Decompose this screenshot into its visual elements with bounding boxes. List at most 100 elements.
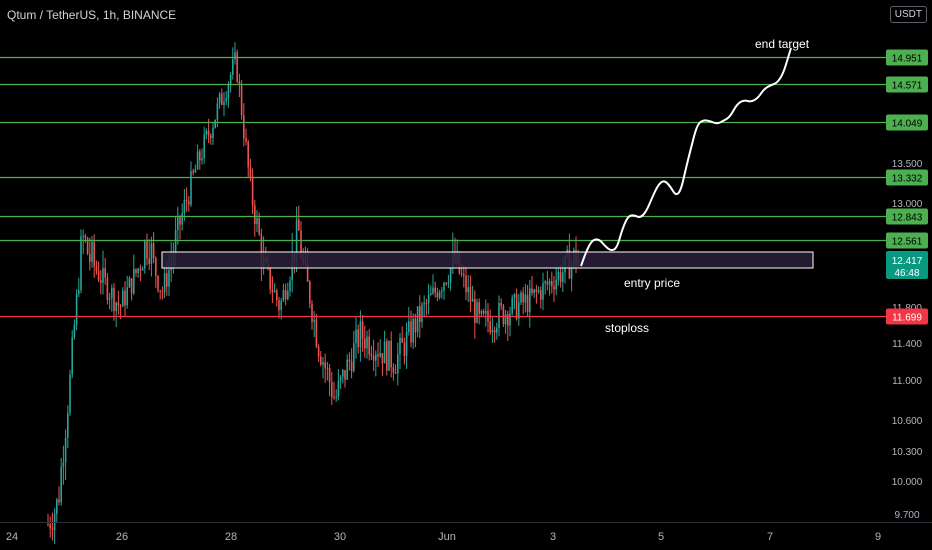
candle-body bbox=[168, 269, 170, 287]
candle-body bbox=[251, 176, 254, 206]
candle-body bbox=[192, 171, 194, 173]
candle-body bbox=[342, 369, 344, 377]
symbol-title: Qtum / TetherUS, 1h, BINANCE bbox=[7, 8, 177, 22]
candle-body bbox=[333, 397, 335, 399]
candle-body bbox=[166, 273, 168, 287]
candle-body bbox=[214, 119, 216, 128]
candle-body bbox=[375, 354, 377, 361]
price-tick-label: 13.000 bbox=[892, 199, 923, 210]
candle-body bbox=[350, 361, 353, 372]
candle-body bbox=[227, 84, 230, 99]
candle-body bbox=[146, 241, 148, 259]
candle-body bbox=[133, 268, 135, 294]
candle-body bbox=[117, 302, 120, 306]
candle-body bbox=[359, 321, 362, 348]
candle-body bbox=[526, 294, 529, 312]
level-price-badge bbox=[886, 114, 928, 131]
candle-body bbox=[243, 115, 245, 139]
projection-path bbox=[580, 47, 792, 267]
candle-body bbox=[467, 287, 469, 293]
candle-body bbox=[436, 292, 439, 298]
candle-body bbox=[300, 230, 302, 258]
candle-body bbox=[256, 218, 258, 225]
candle-body bbox=[500, 302, 502, 306]
candle-body bbox=[412, 318, 414, 343]
candle-body bbox=[287, 290, 289, 300]
candle-body bbox=[234, 52, 236, 60]
candle-body bbox=[421, 304, 423, 323]
candle-body bbox=[515, 294, 518, 319]
candle-body bbox=[335, 396, 337, 398]
candle-body bbox=[399, 337, 401, 355]
candle-body bbox=[392, 367, 395, 373]
candle-body bbox=[397, 354, 399, 374]
time-axis[interactable]: 24 26 28 30 Jun 3 5 7 9 bbox=[0, 522, 932, 544]
candle-body bbox=[533, 289, 535, 294]
candle-body bbox=[322, 362, 324, 365]
stoploss-label: stoploss bbox=[605, 321, 649, 335]
candle-body bbox=[124, 290, 126, 306]
candle-body bbox=[258, 218, 260, 235]
current-price-text: 12.417 bbox=[892, 256, 923, 267]
candle-body bbox=[331, 382, 333, 398]
candle-body bbox=[108, 298, 111, 300]
price-tick-label: 11.000 bbox=[892, 376, 922, 387]
candle-body bbox=[148, 258, 150, 265]
candle-body bbox=[513, 294, 516, 298]
candle-body bbox=[372, 356, 375, 361]
candle-body bbox=[82, 235, 84, 237]
candle-body bbox=[445, 282, 447, 284]
candle-body bbox=[476, 302, 478, 323]
currency-button[interactable]: USDT bbox=[889, 6, 927, 23]
price-tick-label: 13.500 bbox=[892, 159, 923, 170]
candle-body bbox=[463, 274, 465, 276]
candle-body bbox=[419, 306, 421, 323]
candle-body bbox=[388, 340, 390, 371]
candle-body bbox=[271, 289, 274, 293]
candle-body bbox=[111, 287, 113, 299]
candle-body bbox=[465, 275, 467, 293]
candle-body bbox=[298, 219, 300, 231]
candle-body bbox=[443, 282, 445, 291]
candle-body bbox=[386, 341, 388, 371]
candle-body bbox=[326, 367, 329, 369]
candle-body bbox=[238, 81, 241, 85]
candle-body bbox=[416, 306, 419, 333]
time-tick-label: 30 bbox=[334, 531, 346, 543]
candle-body bbox=[86, 238, 89, 255]
candle-body bbox=[315, 319, 318, 347]
candle-body bbox=[425, 302, 428, 304]
candle-body bbox=[104, 268, 106, 278]
candle-body bbox=[449, 268, 452, 283]
candle-body bbox=[245, 138, 247, 142]
candle-body bbox=[181, 213, 183, 225]
candle-body bbox=[414, 318, 417, 333]
candle-body bbox=[73, 324, 76, 338]
candle-body bbox=[348, 359, 351, 362]
countdown-text: 46:48 bbox=[894, 268, 919, 279]
candle-body bbox=[542, 282, 544, 300]
candle-body bbox=[518, 302, 520, 319]
candle-body bbox=[478, 302, 480, 314]
candle-body bbox=[150, 243, 153, 265]
candle-body bbox=[309, 281, 311, 304]
candle-body bbox=[196, 151, 199, 170]
time-tick-label: 7 bbox=[767, 531, 773, 543]
candle-body bbox=[69, 374, 71, 413]
candle-body bbox=[203, 134, 205, 159]
candle-body bbox=[368, 336, 370, 355]
candle-body bbox=[210, 135, 212, 139]
candle-body bbox=[179, 216, 181, 225]
candle-body bbox=[557, 272, 560, 280]
candle-body bbox=[320, 356, 322, 365]
candle-body bbox=[282, 290, 285, 301]
candle-body bbox=[562, 272, 564, 282]
candle-body bbox=[47, 524, 49, 525]
candle-body bbox=[377, 354, 379, 357]
candle-body bbox=[383, 341, 386, 364]
candle-body bbox=[144, 241, 146, 269]
price-tick-label: 10.300 bbox=[892, 447, 923, 458]
candle-body bbox=[306, 264, 309, 282]
candle-body bbox=[71, 337, 73, 375]
